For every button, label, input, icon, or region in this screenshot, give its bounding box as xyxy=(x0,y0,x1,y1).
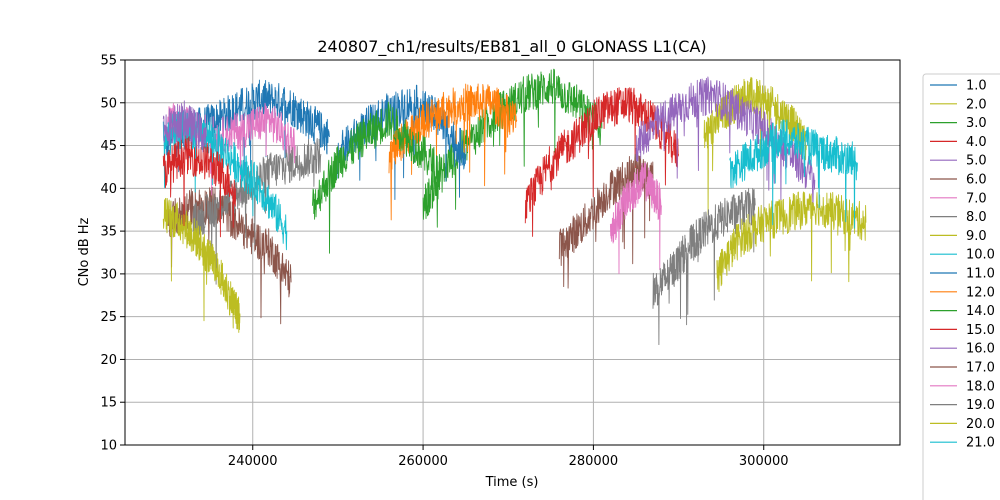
legend-label: 20.0 xyxy=(966,417,995,432)
x-axis-label: Time (s) xyxy=(485,475,539,490)
legend-entry: 10.0 xyxy=(930,248,995,263)
legend-label: 9.0 xyxy=(966,229,987,244)
y-tick-label: 20 xyxy=(100,353,117,368)
legend-box xyxy=(922,73,1000,500)
x-tick-label: 240000 xyxy=(228,454,278,469)
y-axis: 10 15 20 25 30 35 40 45 50 55 xyxy=(100,54,125,454)
legend-label: 21.0 xyxy=(966,436,995,451)
legend-label: 16.0 xyxy=(966,342,995,357)
chart-title: 240807_ch1/results/EB81_all_0 GLONASS L1… xyxy=(317,37,706,57)
x-axis: 240000 260000 280000 300000 xyxy=(228,445,789,469)
legend-entry: 18.0 xyxy=(930,379,995,394)
legend-entry: 15.0 xyxy=(930,323,995,338)
series-line-4.0 xyxy=(524,87,680,237)
series-line-16.0 xyxy=(162,100,207,153)
x-tick-label: 280000 xyxy=(569,454,619,469)
legend-label: 5.0 xyxy=(966,154,987,169)
legend-label: 1.0 xyxy=(966,79,987,94)
series-line-21.0 xyxy=(729,119,858,229)
legend-label: 4.0 xyxy=(966,135,987,150)
series-layer xyxy=(162,68,867,346)
legend-label: 11.0 xyxy=(966,267,995,282)
series-line-3.0 xyxy=(422,68,603,228)
series-line-14.0 xyxy=(311,101,441,254)
y-tick-label: 15 xyxy=(100,396,117,411)
legend-entry: 3.0 xyxy=(930,116,987,131)
legend-entry: 9.0 xyxy=(930,229,987,244)
legend-label: 19.0 xyxy=(966,398,995,413)
series-line-20.0 xyxy=(716,191,867,293)
legend-label: 12.0 xyxy=(966,285,995,300)
y-tick-label: 30 xyxy=(100,267,117,282)
legend-entry: 4.0 xyxy=(930,135,987,150)
y-tick-label: 25 xyxy=(100,310,117,325)
x-tick-label: 300000 xyxy=(739,454,789,469)
y-tick-label: 35 xyxy=(100,225,117,240)
y-tick-label: 10 xyxy=(100,439,117,454)
y-tick-label: 55 xyxy=(100,54,117,69)
series-line-6.0 xyxy=(167,186,292,325)
legend-entry: 5.0 xyxy=(930,154,987,169)
legend: 1.0 2.0 3.0 4.0 5.0 6.0 7.0 8.0 9.0 10.0 11.0 12.0 1… xyxy=(922,73,1000,500)
legend-label: 14.0 xyxy=(966,304,995,319)
legend-label: 3.0 xyxy=(966,116,987,131)
legend-label: 18.0 xyxy=(966,379,995,394)
legend-entry: 6.0 xyxy=(930,173,987,188)
x-tick-label: 260000 xyxy=(398,454,448,469)
legend-entry: 11.0 xyxy=(930,267,995,282)
legend-label: 15.0 xyxy=(966,323,995,338)
legend-entry: 17.0 xyxy=(930,361,995,376)
y-axis-label: CNo dB Hz xyxy=(77,217,92,286)
legend-entry: 16.0 xyxy=(930,342,995,357)
legend-entry: 2.0 xyxy=(930,97,987,112)
legend-label: 2.0 xyxy=(966,97,987,112)
legend-entry: 20.0 xyxy=(930,417,995,432)
series-line-12.0 xyxy=(388,83,518,221)
y-tick-label: 45 xyxy=(100,139,117,154)
plot-frame xyxy=(124,59,901,446)
legend-entry: 1.0 xyxy=(930,79,987,94)
legend-entry: 7.0 xyxy=(930,191,987,206)
series-line-18.0 xyxy=(609,162,662,274)
legend-label: 7.0 xyxy=(966,191,987,206)
legend-label: 10.0 xyxy=(966,248,995,263)
series-line-15.0 xyxy=(162,135,237,238)
legend-label: 8.0 xyxy=(966,210,987,225)
legend-entry: 8.0 xyxy=(930,210,987,225)
legend-entry: 14.0 xyxy=(930,304,995,319)
legend-entry: 21.0 xyxy=(930,436,995,451)
y-tick-label: 40 xyxy=(100,182,117,197)
legend-entry: 12.0 xyxy=(930,285,995,300)
legend-label: 6.0 xyxy=(966,173,987,188)
legend-label: 17.0 xyxy=(966,361,995,376)
y-tick-label: 50 xyxy=(100,96,117,111)
series-line-9.0 xyxy=(162,197,241,333)
legend-entry: 19.0 xyxy=(930,398,995,413)
series-line-19.0 xyxy=(652,188,756,346)
